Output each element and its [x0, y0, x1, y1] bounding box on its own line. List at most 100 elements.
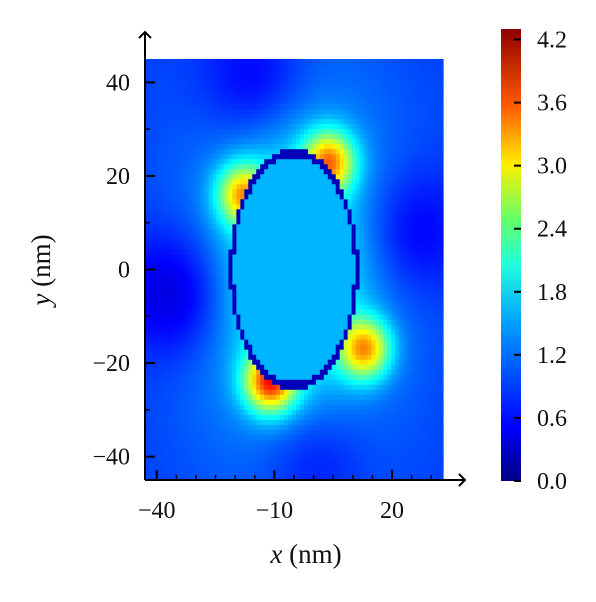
- heatmap-cell: [292, 269, 297, 276]
- heatmap-cell: [272, 59, 277, 65]
- heatmap-cell: [244, 394, 249, 401]
- heatmap-cell: [295, 319, 301, 326]
- heatmap-cell: [307, 429, 313, 436]
- heatmap-cell: [224, 104, 230, 110]
- heatmap-cell: [145, 179, 150, 185]
- heatmap-cell: [339, 124, 345, 130]
- heatmap-cell: [208, 214, 214, 220]
- heatmap-cell: [256, 329, 261, 336]
- heatmap-cell: [347, 194, 353, 200]
- heatmap-cell: [355, 79, 361, 85]
- heatmap-cell: [212, 84, 218, 90]
- heatmap-cell: [160, 149, 166, 155]
- heatmap-cell: [156, 469, 162, 476]
- heatmap-cell: [355, 269, 361, 276]
- heatmap-cell: [188, 354, 194, 361]
- heatmap-cell: [307, 464, 313, 471]
- heatmap-cell: [295, 169, 301, 175]
- heatmap-cell: [375, 214, 381, 220]
- heatmap-cell: [284, 449, 289, 456]
- heatmap-cell: [152, 399, 158, 406]
- heatmap-cell: [339, 144, 345, 150]
- heatmap-cell: [196, 409, 202, 416]
- heatmap-cell: [311, 104, 317, 110]
- heatmap-cell: [359, 174, 365, 180]
- heatmap-cell: [172, 104, 178, 110]
- heatmap-cell: [284, 309, 289, 316]
- heatmap-cell: [208, 444, 214, 451]
- heatmap-cell: [284, 269, 289, 276]
- heatmap-cell: [319, 279, 325, 286]
- heatmap-cell: [307, 389, 313, 396]
- heatmap-cell: [176, 139, 182, 145]
- heatmap-cell: [232, 224, 237, 230]
- heatmap-cell: [264, 189, 269, 195]
- heatmap-cell: [307, 79, 313, 85]
- heatmap-cell: [152, 364, 158, 371]
- heatmap-cell: [204, 229, 210, 236]
- heatmap-cell: [180, 209, 186, 215]
- heatmap-cell: [276, 139, 281, 145]
- heatmap-cell: [216, 299, 222, 306]
- heatmap-cell: [252, 204, 257, 210]
- heatmap-cell: [164, 339, 170, 346]
- heatmap-cell: [311, 379, 317, 386]
- heatmap-cell: [184, 344, 190, 351]
- heatmap-cell: [248, 229, 253, 236]
- heatmap-cell: [319, 264, 325, 271]
- heatmap-cell: [371, 114, 377, 120]
- heatmap-cell: [343, 179, 349, 185]
- heatmap-cell: [351, 164, 357, 170]
- heatmap-cell: [307, 344, 313, 351]
- heatmap-cell: [295, 454, 301, 461]
- heatmap-cell: [363, 264, 369, 271]
- heatmap-cell: [295, 394, 301, 401]
- heatmap-cell: [339, 439, 345, 446]
- heatmap-cell: [256, 394, 261, 401]
- heatmap-cell: [244, 179, 249, 185]
- heatmap-cell: [311, 214, 317, 220]
- heatmap-cell: [284, 194, 289, 200]
- heatmap-cell: [347, 289, 353, 296]
- heatmap-cell: [264, 284, 269, 291]
- heatmap-cell: [284, 239, 289, 246]
- heatmap-cell: [248, 364, 253, 371]
- heatmap-cell: [379, 114, 384, 120]
- heatmap-cell: [184, 334, 190, 341]
- heatmap-cell: [196, 324, 202, 331]
- heatmap-cell: [315, 89, 321, 95]
- heatmap-cell: [204, 79, 210, 85]
- heatmap-cell: [176, 294, 182, 301]
- heatmap-cell: [176, 304, 182, 311]
- heatmap-cell: [363, 149, 369, 155]
- heatmap-cell: [355, 474, 361, 481]
- heatmap-cell: [168, 154, 174, 160]
- heatmap-cell: [220, 439, 226, 446]
- heatmap-cell: [172, 64, 178, 70]
- heatmap-cell: [244, 404, 249, 411]
- heatmap-cell: [220, 259, 226, 266]
- heatmap-cell: [220, 284, 226, 291]
- heatmap-cell: [343, 124, 349, 130]
- heatmap-cell: [284, 454, 289, 461]
- heatmap-cell: [280, 184, 285, 190]
- heatmap-cell: [216, 354, 222, 361]
- heatmap-cell: [276, 84, 281, 90]
- heatmap-cell: [311, 399, 317, 406]
- heatmap-cell: [244, 424, 249, 431]
- heatmap-cell: [236, 329, 241, 336]
- heatmap-cell: [264, 319, 269, 326]
- heatmap-cell: [315, 74, 321, 80]
- heatmap-cell: [363, 214, 369, 220]
- heatmap-cell: [196, 119, 202, 125]
- heatmap-cell: [200, 354, 206, 361]
- heatmap-cell: [272, 204, 277, 210]
- heatmap-cell: [248, 189, 253, 195]
- heatmap-cell: [220, 449, 226, 456]
- heatmap-cell: [347, 204, 353, 210]
- heatmap-cell: [204, 269, 210, 276]
- heatmap-cell: [192, 344, 198, 351]
- heatmap-cell: [176, 209, 182, 215]
- heatmap-cell: [292, 344, 297, 351]
- heatmap-cell: [188, 94, 194, 100]
